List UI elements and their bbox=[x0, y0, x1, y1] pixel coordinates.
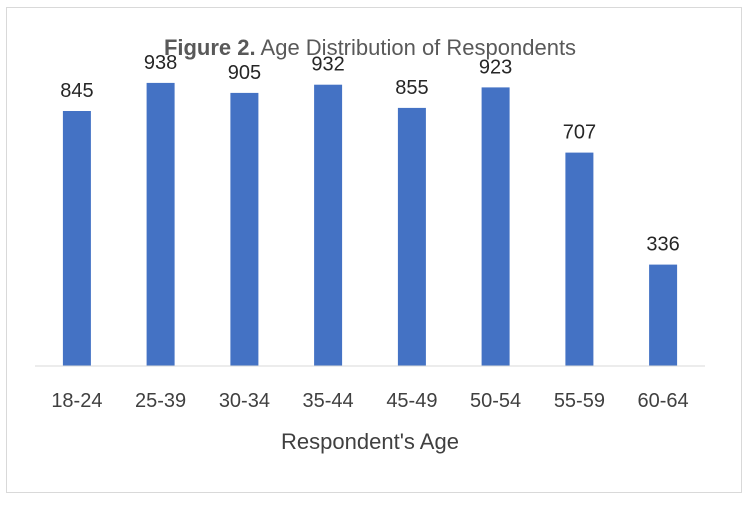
data-label-55-59: 707 bbox=[563, 122, 596, 144]
bar-55-59 bbox=[565, 152, 594, 366]
data-label-25-39: 938 bbox=[144, 52, 177, 74]
x-tick-label-55-59: 55-59 bbox=[554, 390, 605, 412]
data-label-60-64: 336 bbox=[646, 234, 679, 256]
bars-group bbox=[62, 82, 678, 367]
data-labels-group: 845 938 905 932 855 923 707 336 bbox=[60, 52, 680, 256]
x-tick-label-18-24: 18-24 bbox=[51, 390, 102, 412]
x-tick-label-45-49: 45-49 bbox=[386, 390, 437, 412]
data-label-50-54: 923 bbox=[479, 56, 512, 78]
data-label-45-49: 855 bbox=[395, 77, 428, 99]
chart-title-main: Age Distribution of Respondents bbox=[261, 35, 577, 60]
chart-title-prefix: Figure 2. bbox=[164, 35, 256, 60]
bar-35-44 bbox=[314, 84, 343, 366]
x-axis-title: Respondent's Age bbox=[281, 429, 459, 454]
bar-30-34 bbox=[230, 92, 259, 367]
bar-18-24 bbox=[62, 111, 91, 366]
bar-50-54 bbox=[481, 87, 510, 367]
x-tick-label-25-39: 25-39 bbox=[135, 390, 186, 412]
x-tick-label-60-64: 60-64 bbox=[638, 390, 689, 412]
x-tick-label-30-34: 30-34 bbox=[219, 390, 270, 412]
data-label-35-44: 932 bbox=[311, 54, 344, 76]
chart-title: Figure 2. Age Distribution of Respondent… bbox=[164, 35, 576, 60]
bar-25-39 bbox=[146, 82, 175, 367]
data-label-18-24: 845 bbox=[60, 80, 93, 102]
bar-45-49 bbox=[397, 107, 426, 367]
x-tick-label-35-44: 35-44 bbox=[303, 390, 354, 412]
x-tick-labels-group: 18-24 25-39 30-34 35-44 45-49 50-54 55-59 60-64 bbox=[51, 390, 688, 412]
chart-frame bbox=[6, 7, 742, 493]
data-label-30-34: 905 bbox=[228, 62, 261, 84]
bar-60-64 bbox=[649, 264, 678, 366]
x-tick-label-50-54: 50-54 bbox=[470, 390, 521, 412]
